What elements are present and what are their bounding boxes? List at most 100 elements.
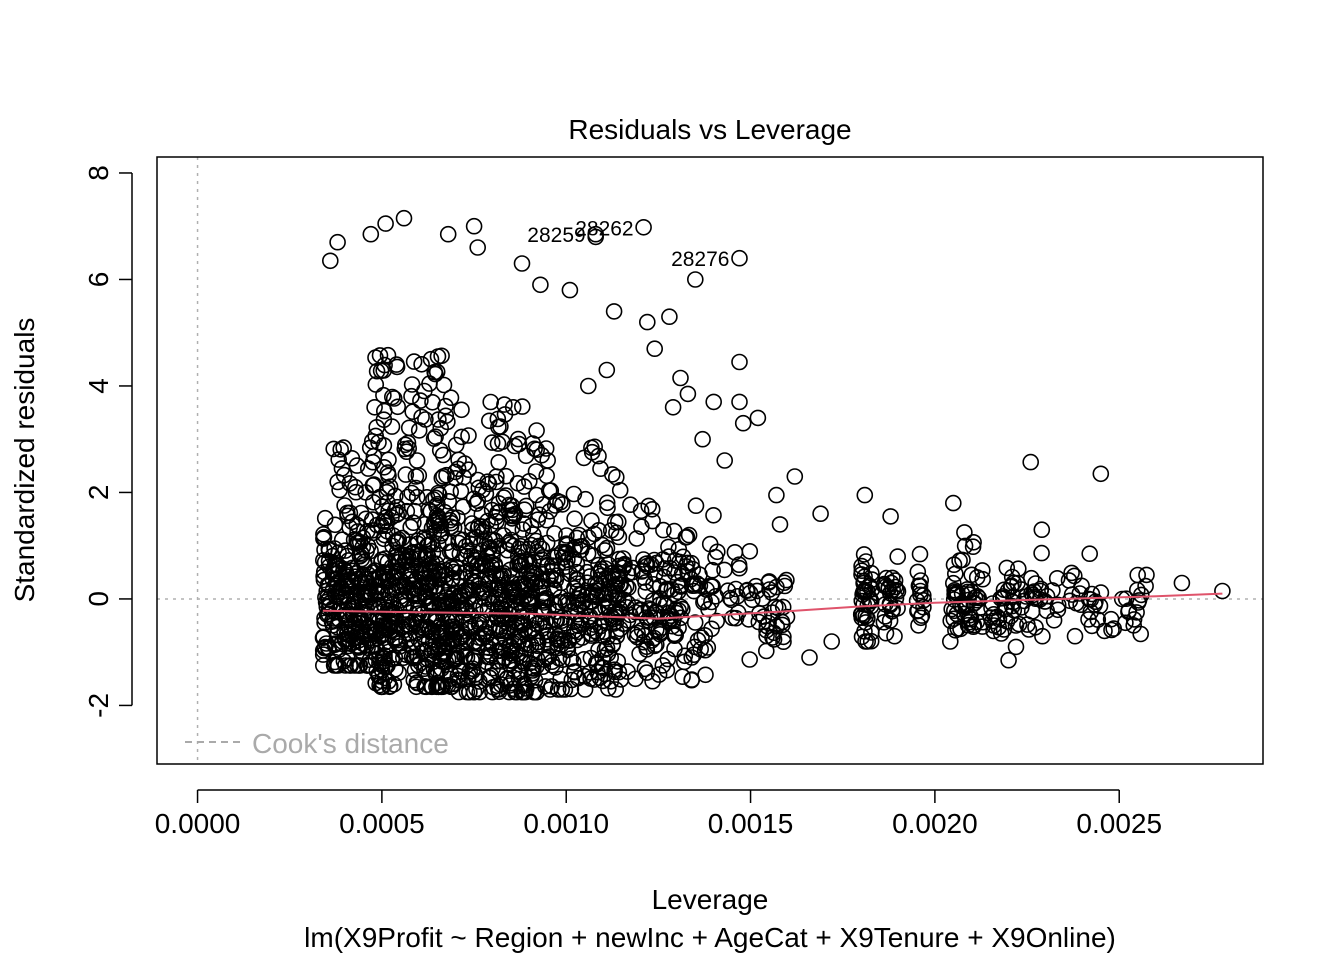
data-point (556, 681, 574, 698)
data-point (435, 468, 452, 485)
data-point (464, 530, 482, 548)
data-point (583, 443, 601, 461)
data-point (1033, 544, 1050, 562)
data-point (533, 446, 551, 464)
data-point (538, 649, 555, 667)
data-point (644, 672, 661, 690)
data-point (643, 500, 661, 518)
data-point (566, 663, 583, 681)
data-point (691, 577, 709, 594)
data-point (614, 550, 632, 567)
data-point (520, 472, 538, 490)
data-point (405, 514, 422, 532)
data-point (763, 584, 781, 601)
data-point (343, 513, 361, 531)
data-point (404, 403, 422, 421)
data-point (377, 215, 394, 232)
data-point (501, 606, 518, 624)
data-point (506, 505, 524, 523)
data-point (909, 563, 927, 581)
data-point (686, 614, 704, 631)
data-point (398, 443, 415, 461)
data-point (325, 440, 343, 458)
data-point (700, 600, 717, 618)
data-point (464, 662, 481, 680)
y-tick-label: -2 (83, 693, 114, 718)
data-point (731, 353, 748, 371)
y-axis-label: Standardized residuals (9, 318, 40, 603)
data-point (452, 482, 470, 500)
data-point (1020, 621, 1038, 638)
data-point (652, 623, 669, 641)
y-tick-label: 2 (83, 485, 114, 501)
data-point (482, 667, 500, 685)
data-point (439, 225, 457, 243)
data-point (537, 623, 555, 641)
data-point (646, 340, 664, 358)
data-point (569, 575, 586, 592)
data-point (566, 510, 583, 528)
data-point (549, 639, 566, 657)
data-point (413, 355, 430, 373)
data-point (631, 645, 648, 663)
data-point (338, 625, 356, 643)
data-point (974, 613, 992, 631)
data-point (945, 556, 963, 574)
data-point (611, 481, 629, 499)
data-point (586, 622, 604, 640)
data-point (638, 664, 656, 681)
data-point (453, 623, 471, 640)
data-point (416, 620, 434, 638)
data-point (453, 401, 470, 419)
data-point (541, 502, 559, 520)
data-point (965, 618, 982, 636)
data-point (628, 530, 646, 547)
data-point (607, 681, 625, 698)
data-point (491, 633, 509, 651)
data-point (418, 545, 436, 563)
data-point (483, 434, 501, 451)
data-point (951, 552, 968, 569)
data-point (528, 422, 545, 439)
data-point (411, 546, 429, 564)
data-point (333, 580, 351, 598)
data-point (425, 524, 443, 542)
data-point (484, 531, 501, 549)
data-point (420, 536, 438, 553)
data-point (590, 521, 608, 539)
data-point (768, 486, 785, 504)
data-point (422, 350, 440, 368)
data-point (389, 533, 407, 550)
data-point (664, 398, 682, 416)
data-point (479, 648, 496, 666)
data-point (482, 580, 499, 597)
data-point (1005, 588, 1022, 606)
data-point (450, 683, 468, 701)
data-point (913, 607, 931, 624)
data-point (426, 578, 443, 596)
data-point (457, 547, 475, 565)
data-point (882, 508, 899, 525)
data-point (375, 513, 393, 530)
data-point (889, 583, 907, 600)
data-point (425, 514, 443, 531)
data-point (403, 484, 421, 502)
data-point (456, 647, 473, 665)
data-point (589, 582, 607, 600)
data-point (400, 419, 418, 437)
data-point (380, 467, 397, 485)
data-point (765, 624, 783, 642)
data-point (517, 683, 534, 701)
data-point (538, 511, 556, 529)
data-point (510, 553, 528, 571)
data-point (465, 217, 483, 235)
data-point (427, 663, 445, 681)
data-point (457, 598, 475, 616)
data-point (408, 452, 426, 469)
y-tick-label: 0 (83, 591, 114, 607)
point-id-label: 28259 (527, 224, 585, 247)
data-point (1003, 568, 1021, 586)
data-point (596, 641, 614, 658)
data-point (615, 591, 633, 609)
legend: Cook's distance (185, 728, 449, 759)
